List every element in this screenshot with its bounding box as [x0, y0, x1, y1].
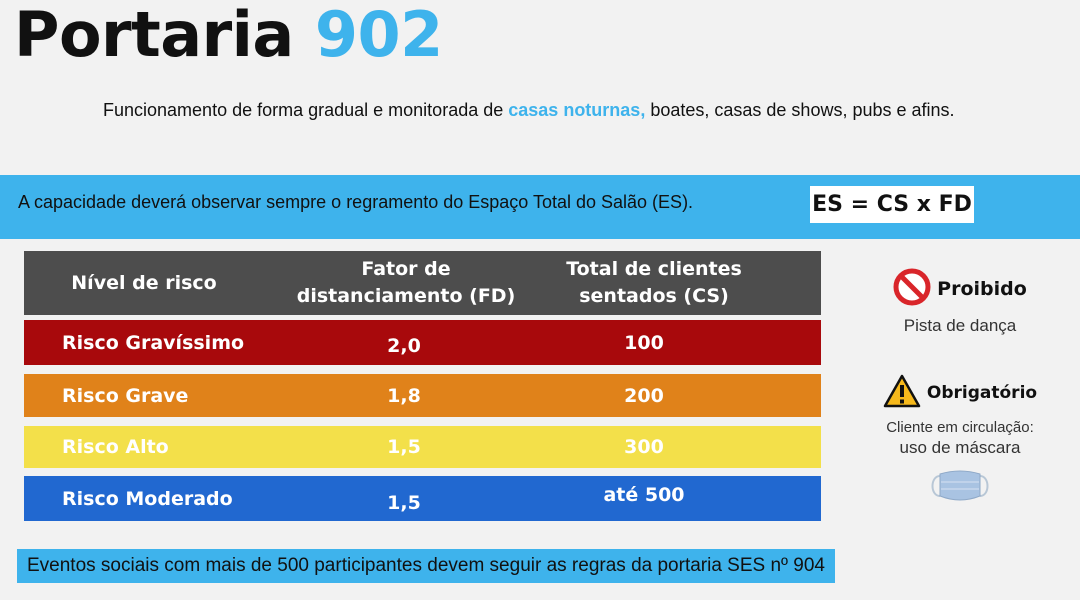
row-cs: 300 — [624, 436, 664, 458]
subtitle-highlight: casas noturnas, — [508, 100, 646, 120]
mandatory-text-line1: Cliente em circulação: — [886, 419, 1034, 436]
page-title: Portaria 902 — [14, 0, 443, 71]
subtitle-after: boates, casas de shows, pubs e afins. — [650, 100, 955, 120]
subtitle-before: Funcionamento de forma gradual e monitor… — [103, 100, 504, 120]
header-fd: Fator de distanciamento (FD) — [286, 256, 526, 310]
table-row: Risco Moderado 1,5 até 500 — [24, 476, 821, 521]
title-number: 902 — [314, 0, 443, 71]
warning-icon — [883, 373, 921, 413]
header-cs: Total de clientes sentados (CS) — [534, 256, 774, 310]
prohibited-icon — [893, 268, 931, 310]
row-cs: 100 — [624, 331, 664, 354]
header-cs-line2: sentados (CS) — [579, 285, 729, 307]
row-fd: 1,8 — [387, 384, 421, 407]
banner-text: A capacidade deverá observar sempre o re… — [18, 192, 694, 212]
row-cs: até 500 — [603, 483, 685, 506]
subtitle: Funcionamento de forma gradual e monitor… — [103, 100, 955, 121]
header-fd-line2: distanciamento (FD) — [296, 285, 516, 307]
mandatory-title: Obrigatório — [926, 383, 1038, 403]
prohibited-title: Proibido — [937, 278, 1027, 300]
table-header: Nível de risco Fator de distanciamento (… — [24, 251, 821, 315]
header-fd-line1: Fator de — [361, 258, 451, 280]
header-level: Nível de risco — [71, 271, 217, 294]
row-fd: 1,5 — [387, 436, 421, 458]
footer-note: Eventos sociais com mais de 500 particip… — [17, 549, 835, 583]
table-row: Risco Alto 1,5 300 — [24, 426, 821, 468]
table-row: Risco Gravíssimo 2,0 100 — [24, 320, 821, 365]
table-row: Risco Grave 1,8 200 — [24, 374, 821, 417]
row-level: Risco Grave — [62, 384, 189, 407]
prohibited-text: Pista de dança — [903, 316, 1017, 335]
mask-icon — [860, 466, 1060, 506]
prohibited-panel: Proibido Pista de dança — [860, 268, 1060, 336]
row-level: Risco Moderado — [62, 487, 233, 510]
row-level: Risco Alto — [62, 436, 169, 458]
row-cs: 200 — [624, 384, 664, 407]
title-prefix: Portaria — [14, 0, 294, 71]
formula-box: ES = CS x FD — [810, 186, 974, 223]
mandatory-text-line2: uso de máscara — [899, 438, 1021, 457]
row-level: Risco Gravíssimo — [62, 331, 245, 354]
header-cs-line1: Total de clientes — [566, 258, 742, 280]
mandatory-panel: Obrigatório Cliente em circulação: uso d… — [860, 373, 1060, 506]
row-fd: 2,0 — [387, 334, 421, 357]
row-fd: 1,5 — [387, 491, 421, 514]
